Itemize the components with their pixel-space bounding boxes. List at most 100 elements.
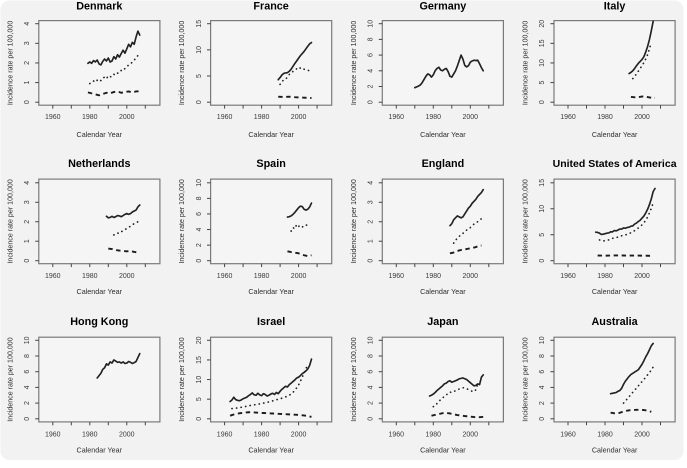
svg-text:2000: 2000 xyxy=(463,431,479,438)
svg-text:1960: 1960 xyxy=(217,114,233,121)
svg-text:Incidence rate per 100,000: Incidence rate per 100,000 xyxy=(178,179,186,263)
svg-text:1980: 1980 xyxy=(254,273,270,280)
svg-text:10: 10 xyxy=(24,336,31,344)
svg-text:2000: 2000 xyxy=(463,273,479,280)
svg-text:1980: 1980 xyxy=(426,273,442,280)
svg-text:3: 3 xyxy=(24,41,31,45)
svg-text:10: 10 xyxy=(196,376,203,384)
svg-text:0: 0 xyxy=(196,100,203,104)
svg-text:6: 6 xyxy=(368,53,375,57)
svg-text:5: 5 xyxy=(539,81,546,85)
svg-text:Calendar Year: Calendar Year xyxy=(77,130,123,139)
svg-text:0: 0 xyxy=(368,417,375,421)
svg-text:1980: 1980 xyxy=(426,114,442,121)
svg-text:0: 0 xyxy=(196,417,203,421)
svg-text:2: 2 xyxy=(24,220,31,224)
svg-text:6: 6 xyxy=(368,370,375,374)
svg-text:Incidence rate per 100,000: Incidence rate per 100,000 xyxy=(350,337,358,421)
svg-text:Incidence rate per 100,000: Incidence rate per 100,000 xyxy=(522,21,530,105)
svg-text:8: 8 xyxy=(24,354,31,358)
svg-text:1960: 1960 xyxy=(217,273,233,280)
svg-text:1980: 1980 xyxy=(597,431,613,438)
svg-text:4: 4 xyxy=(368,385,375,389)
svg-text:2000: 2000 xyxy=(119,273,135,280)
svg-text:England: England xyxy=(422,158,465,170)
svg-text:5: 5 xyxy=(196,397,203,401)
svg-text:4: 4 xyxy=(24,22,31,26)
svg-text:Germany: Germany xyxy=(419,1,466,13)
svg-text:1960: 1960 xyxy=(389,431,405,438)
svg-text:1980: 1980 xyxy=(82,273,98,280)
svg-text:5: 5 xyxy=(539,233,546,237)
svg-text:20: 20 xyxy=(539,20,546,28)
svg-text:Incidence rate per 100,000: Incidence rate per 100,000 xyxy=(178,337,186,421)
svg-text:Calendar Year: Calendar Year xyxy=(420,287,466,296)
svg-text:Incidence rate per 100,000: Incidence rate per 100,000 xyxy=(6,337,14,421)
svg-text:0: 0 xyxy=(539,417,546,421)
svg-text:Netherlands: Netherlands xyxy=(68,158,130,170)
svg-text:4: 4 xyxy=(368,181,375,185)
svg-text:4: 4 xyxy=(539,385,546,389)
svg-text:1: 1 xyxy=(368,239,375,243)
svg-text:4: 4 xyxy=(24,385,31,389)
svg-text:2: 2 xyxy=(539,401,546,405)
svg-text:15: 15 xyxy=(539,39,546,47)
svg-text:2000: 2000 xyxy=(291,114,307,121)
svg-text:3: 3 xyxy=(368,200,375,204)
svg-text:6: 6 xyxy=(539,370,546,374)
svg-text:6: 6 xyxy=(196,212,203,216)
svg-text:2000: 2000 xyxy=(634,273,650,280)
svg-text:Denmark: Denmark xyxy=(76,1,123,13)
svg-text:6: 6 xyxy=(24,370,31,374)
svg-text:0: 0 xyxy=(368,100,375,104)
svg-text:0: 0 xyxy=(368,259,375,263)
svg-text:15: 15 xyxy=(539,179,546,187)
svg-text:Incidence rate per 100,000: Incidence rate per 100,000 xyxy=(522,337,530,421)
svg-text:0: 0 xyxy=(24,259,31,263)
svg-text:Calendar Year: Calendar Year xyxy=(248,446,294,455)
svg-text:1960: 1960 xyxy=(560,273,576,280)
svg-text:8: 8 xyxy=(368,37,375,41)
svg-text:Calendar Year: Calendar Year xyxy=(77,287,123,296)
svg-text:0: 0 xyxy=(539,100,546,104)
svg-text:15: 15 xyxy=(196,356,203,364)
svg-text:2000: 2000 xyxy=(119,431,135,438)
svg-text:1980: 1980 xyxy=(82,114,98,121)
svg-text:4: 4 xyxy=(196,227,203,231)
svg-text:8: 8 xyxy=(368,354,375,358)
svg-text:10: 10 xyxy=(196,46,203,54)
svg-text:2: 2 xyxy=(368,84,375,88)
svg-text:1980: 1980 xyxy=(597,273,613,280)
svg-text:2000: 2000 xyxy=(119,114,135,121)
svg-text:Incidence rate per 100,000: Incidence rate per 100,000 xyxy=(6,179,14,263)
svg-text:8: 8 xyxy=(539,354,546,358)
svg-text:1960: 1960 xyxy=(389,114,405,121)
svg-text:3: 3 xyxy=(24,200,31,204)
svg-text:France: France xyxy=(253,1,288,13)
svg-text:1960: 1960 xyxy=(389,273,405,280)
svg-text:Calendar Year: Calendar Year xyxy=(420,446,466,455)
svg-text:1960: 1960 xyxy=(560,114,576,121)
svg-text:1960: 1960 xyxy=(45,114,61,121)
svg-text:1960: 1960 xyxy=(45,431,61,438)
svg-text:2: 2 xyxy=(368,401,375,405)
svg-text:0: 0 xyxy=(24,100,31,104)
svg-text:8: 8 xyxy=(196,196,203,200)
svg-text:2000: 2000 xyxy=(291,273,307,280)
svg-text:Australia: Australia xyxy=(591,316,638,328)
svg-text:2: 2 xyxy=(368,220,375,224)
svg-text:2000: 2000 xyxy=(463,114,479,121)
svg-text:Italy: Italy xyxy=(604,1,626,13)
svg-text:1980: 1980 xyxy=(254,431,270,438)
svg-text:1960: 1960 xyxy=(217,431,233,438)
svg-text:10: 10 xyxy=(368,20,375,28)
svg-text:Calendar Year: Calendar Year xyxy=(420,130,466,139)
svg-text:Incidence rate per 100,000: Incidence rate per 100,000 xyxy=(522,179,530,263)
svg-text:Israel: Israel xyxy=(257,316,285,328)
svg-text:2: 2 xyxy=(24,401,31,405)
svg-text:2000: 2000 xyxy=(634,431,650,438)
svg-text:0: 0 xyxy=(539,259,546,263)
svg-text:United States of America: United States of America xyxy=(553,158,677,170)
svg-text:2000: 2000 xyxy=(291,431,307,438)
svg-text:Calendar Year: Calendar Year xyxy=(248,130,294,139)
